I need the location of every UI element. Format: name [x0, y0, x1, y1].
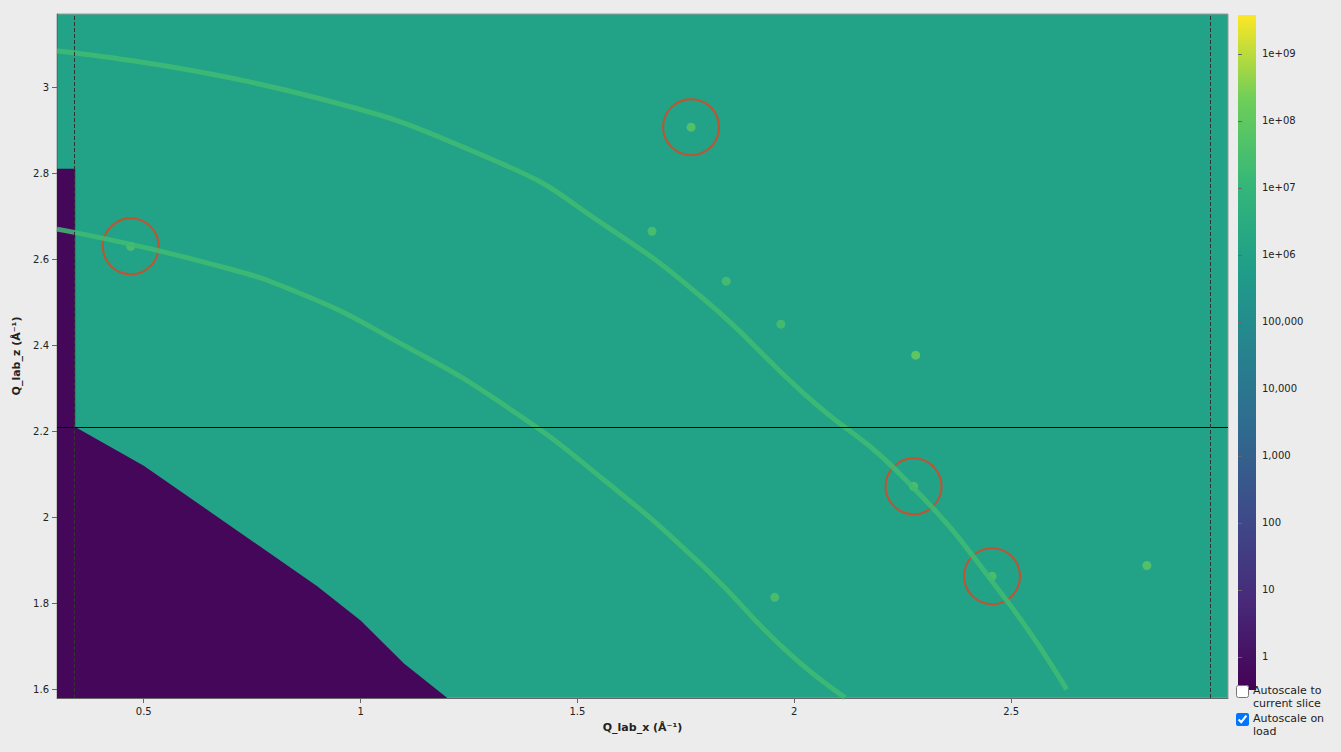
svg-text:2.6: 2.6: [33, 254, 49, 265]
svg-text:1e+07: 1e+07: [1262, 182, 1296, 193]
svg-text:Q_lab_z (Å⁻¹): Q_lab_z (Å⁻¹): [10, 317, 23, 396]
svg-text:1,000: 1,000: [1262, 450, 1291, 461]
svg-text:1e+08: 1e+08: [1262, 115, 1296, 126]
svg-text:1e+06: 1e+06: [1262, 249, 1296, 260]
svg-text:1: 1: [1262, 651, 1268, 662]
svg-text:100: 100: [1262, 517, 1281, 528]
html-text:Autoscale to current slice: Autoscale to current slice: [1253, 684, 1322, 710]
svg-text:1: 1: [357, 706, 363, 717]
svg-text:2: 2: [791, 706, 797, 717]
svg-text:1.5: 1.5: [569, 706, 585, 717]
svg-text:3: 3: [43, 82, 49, 93]
svg-text:2: 2: [43, 512, 49, 523]
svg-text:2.2: 2.2: [33, 426, 49, 437]
svg-text:2.8: 2.8: [33, 168, 49, 179]
svg-text:0.5: 0.5: [136, 706, 152, 717]
svg-text:10,000: 10,000: [1262, 383, 1297, 394]
svg-text:10: 10: [1262, 584, 1275, 595]
svg-text:1.6: 1.6: [33, 684, 49, 695]
svg-text:2.5: 2.5: [1003, 706, 1019, 717]
svg-text:100,000: 100,000: [1262, 316, 1303, 327]
html-text:Autoscale on load: Autoscale on load: [1253, 712, 1325, 738]
svg-text:2.4: 2.4: [33, 340, 49, 351]
svg-text:1e+09: 1e+09: [1262, 48, 1296, 59]
svg-text:Q_lab_x (Å⁻¹): Q_lab_x (Å⁻¹): [603, 721, 683, 734]
svg-text:1.8: 1.8: [33, 598, 49, 609]
